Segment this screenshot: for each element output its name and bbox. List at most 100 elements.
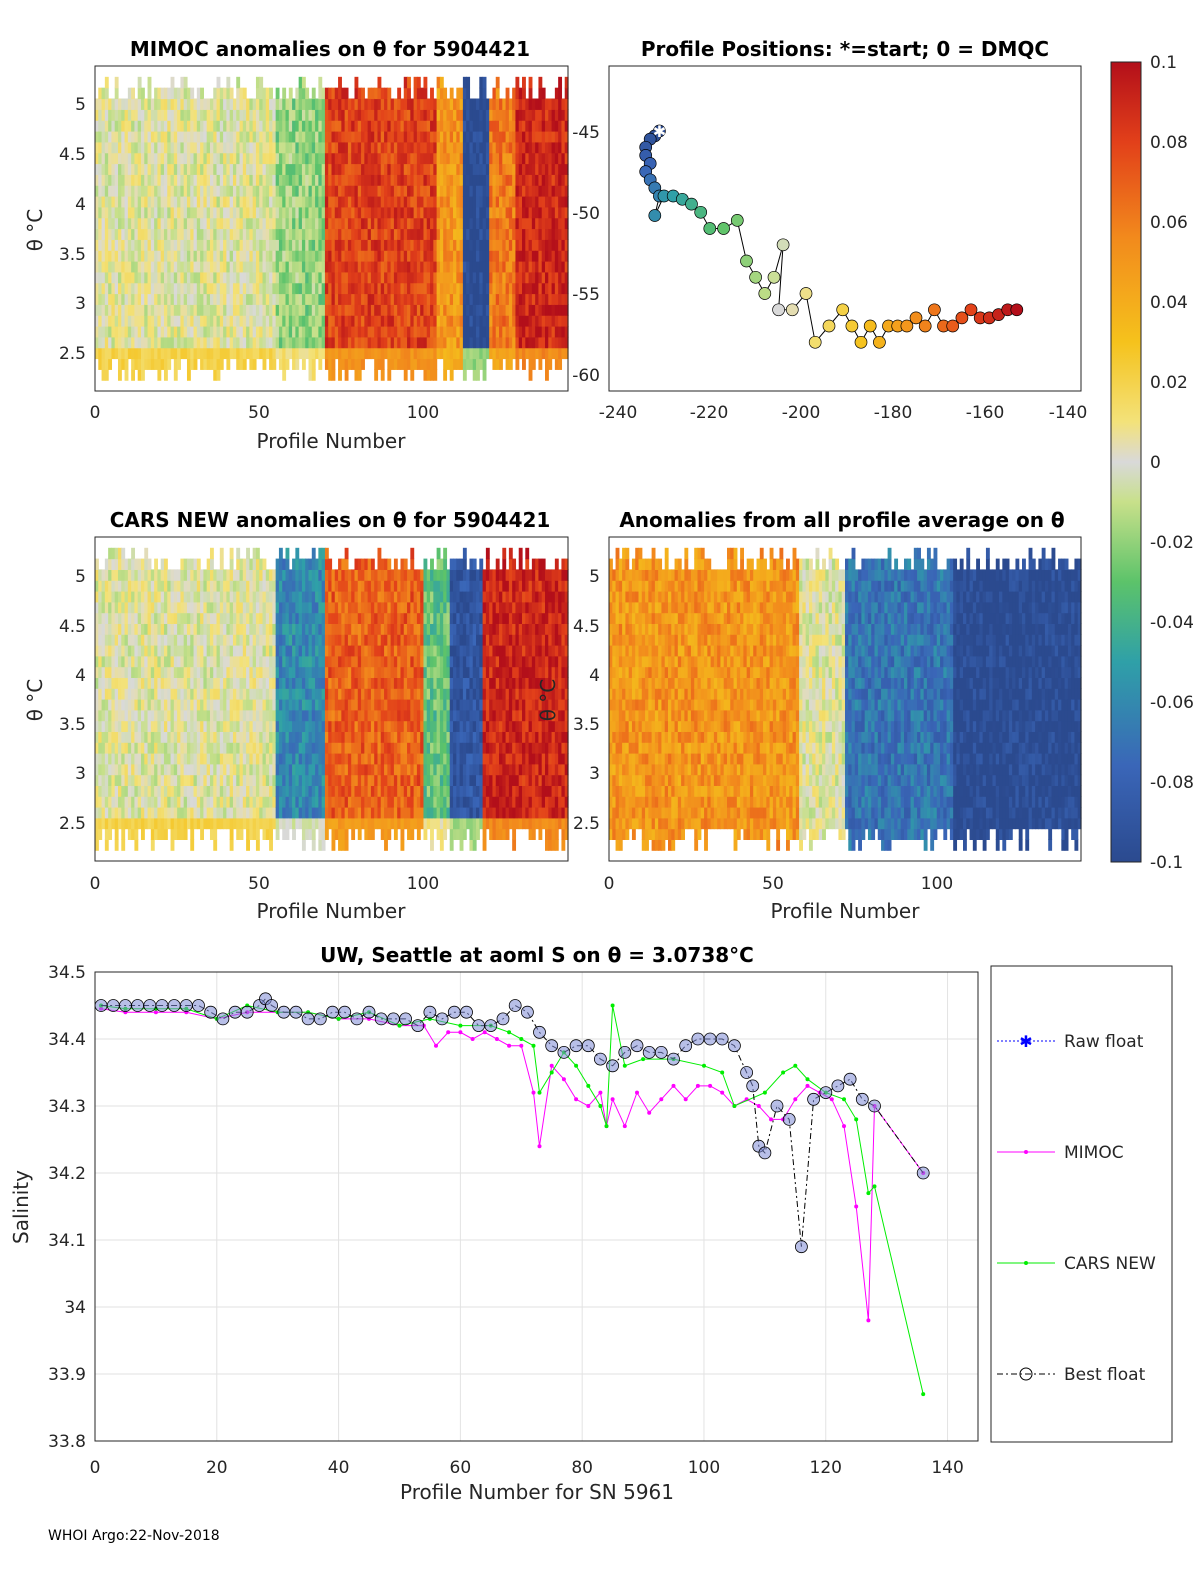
heatmap-cell	[476, 141, 480, 154]
heatmap-cell	[209, 163, 214, 175]
heatmap-cell	[426, 261, 431, 273]
heatmap-cell	[186, 774, 191, 786]
heatmap-cell	[367, 206, 372, 219]
heatmap-cell	[305, 141, 310, 154]
heatmap-cell	[384, 315, 388, 327]
heatmap-cell	[344, 152, 349, 165]
heatmap-cell	[144, 120, 149, 132]
heatmap-cell	[144, 731, 149, 743]
heatmap-cell	[131, 753, 136, 765]
heatmap-cell	[344, 98, 349, 110]
heatmap-cell	[154, 817, 159, 830]
heatmap-cell	[403, 174, 408, 186]
heatmap-cell	[420, 174, 425, 186]
heatmap-cell	[259, 120, 264, 132]
heatmap-cell	[482, 271, 487, 284]
heatmap-cell	[338, 250, 342, 262]
heatmap-cell	[515, 326, 520, 338]
heatmap-cell	[538, 293, 543, 305]
heatmap-cell	[499, 261, 503, 273]
heatmap-cell	[482, 282, 487, 295]
heatmap-cell	[298, 131, 303, 143]
heatmap-cell	[285, 228, 290, 240]
positions-ytick: -60	[572, 366, 600, 386]
heatmap-cell	[144, 326, 149, 338]
heatmap-cell	[423, 196, 428, 208]
heatmap-cell	[397, 131, 402, 143]
heatmap-cell	[223, 785, 227, 797]
heatmap-cell	[111, 261, 116, 273]
heatmap-cell	[380, 141, 385, 154]
heatmap-cell	[216, 645, 221, 657]
heatmap-cell	[545, 326, 549, 338]
heatmap-cell	[298, 206, 303, 219]
heatmap-cell	[144, 720, 149, 732]
heatmap-cell	[278, 152, 283, 165]
heatmap-cell	[449, 271, 454, 284]
heatmap-cell	[121, 228, 126, 240]
heatmap-cell	[167, 763, 172, 776]
heatmap-cell	[236, 304, 241, 316]
heatmap-cell	[127, 817, 132, 830]
heatmap-cell	[147, 558, 152, 570]
heatmap-cell	[324, 326, 329, 338]
heatmap-cell	[203, 98, 208, 110]
heatmap-cell	[367, 282, 372, 295]
heatmap-cell	[416, 217, 421, 230]
heatmap-cell	[206, 558, 211, 570]
heatmap-cell	[236, 76, 241, 89]
heatmap-cell	[226, 742, 231, 754]
heatmap-cell	[538, 282, 543, 295]
heatmap-cell	[416, 261, 421, 273]
heatmap-cell	[173, 347, 178, 360]
heatmap-cell	[216, 785, 221, 797]
heatmap-cell	[354, 282, 359, 295]
heatmap-cell	[117, 709, 122, 722]
heatmap-cell	[108, 293, 113, 305]
heatmap-cell	[239, 774, 244, 786]
heatmap-cell	[476, 336, 480, 349]
heatmap-cell	[167, 774, 172, 786]
heatmap-cell	[443, 185, 448, 197]
heatmap-cell	[393, 347, 398, 360]
heatmap-cell	[173, 623, 178, 635]
heatmap-cell	[101, 358, 106, 370]
heatmap-cell	[351, 217, 356, 230]
heatmap-cell	[390, 315, 395, 327]
heatmap-cell	[341, 239, 346, 251]
heatmap-cell	[223, 742, 227, 754]
heatmap-cell	[104, 709, 109, 722]
heatmap-cell	[226, 76, 231, 89]
heatmap-cell	[95, 163, 99, 175]
heatmap-cell	[515, 228, 520, 240]
heatmap-cell	[101, 591, 106, 603]
heatmap-cell	[144, 196, 149, 208]
heatmap-cell	[163, 623, 168, 635]
heatmap-cell	[535, 239, 540, 251]
heatmap-cell	[357, 326, 362, 338]
heatmap-cell	[121, 304, 126, 316]
heatmap-cell	[160, 141, 165, 154]
heatmap-cell	[324, 120, 329, 132]
heatmap-cell	[558, 185, 563, 197]
heatmap-cell	[328, 369, 333, 381]
heatmap-cell	[111, 131, 116, 143]
heatmap-cell	[144, 239, 149, 251]
heatmap-cell	[163, 731, 168, 743]
heatmap-cell	[446, 228, 451, 240]
heatmap-cell	[127, 699, 132, 711]
heatmap-cell	[186, 655, 191, 668]
heatmap-cell	[219, 720, 224, 732]
heatmap-cell	[525, 261, 530, 273]
heatmap-cell	[239, 731, 244, 743]
heatmap-cell	[144, 271, 149, 284]
heatmap-cell	[193, 271, 198, 284]
heatmap-cell	[203, 569, 208, 581]
heatmap-cell	[163, 645, 168, 657]
heatmap-cell	[269, 131, 273, 143]
heatmap-cell	[206, 720, 211, 732]
heatmap-cell	[216, 347, 221, 360]
heatmap-cell	[275, 163, 280, 175]
heatmap-cell	[403, 196, 408, 208]
heatmap-cell	[416, 174, 421, 186]
